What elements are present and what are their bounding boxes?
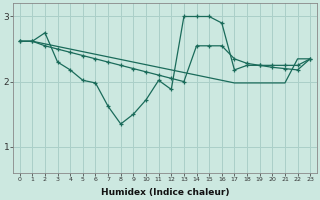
X-axis label: Humidex (Indice chaleur): Humidex (Indice chaleur): [101, 188, 229, 197]
